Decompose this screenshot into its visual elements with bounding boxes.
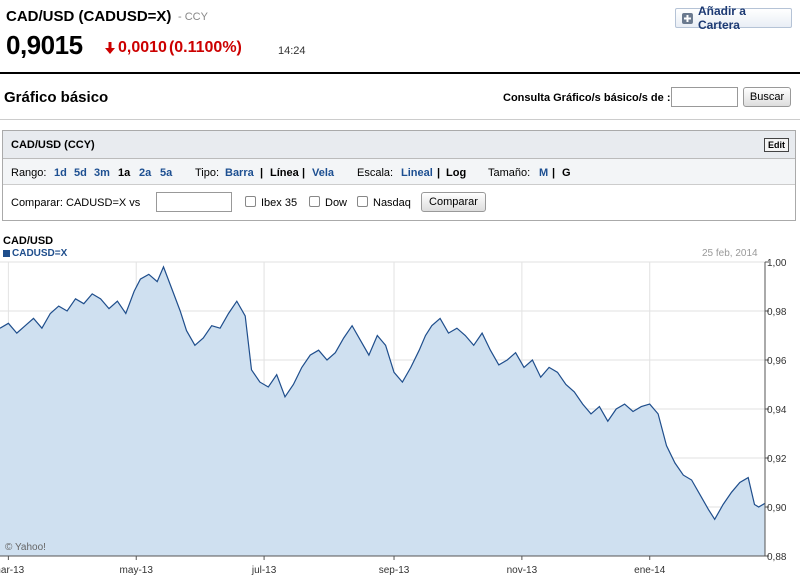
square-icon [3, 250, 10, 257]
x-tick-label: may-13 [120, 565, 154, 576]
add-to-portfolio-label: Añadir a Cartera [697, 4, 746, 32]
size-label: Tamaño: [488, 167, 531, 179]
dow-checkbox[interactable] [309, 196, 320, 207]
size-g[interactable]: G [562, 167, 571, 179]
panel-title: CAD/USD (CCY) [11, 139, 95, 151]
type-line[interactable]: Línea [270, 167, 299, 179]
legend-series-name: CADUSD=X [12, 248, 68, 259]
chart-legend: CADUSD=X [3, 248, 67, 259]
series-area [0, 266, 765, 556]
y-tick-label: 0,90 [767, 503, 787, 514]
range-3m[interactable]: 3m [94, 167, 110, 179]
y-tick-label: 1,00 [767, 258, 787, 269]
quote-header: CAD/USD (CADUSD=X) - CCY 0,9015 0,0010 (… [0, 0, 800, 74]
nasdaq-checkbox[interactable] [357, 196, 368, 207]
compare-label: Comparar: CADUSD=X vs [11, 197, 141, 209]
chart-control-panel: CAD/USD (CCY) Edit Rango: 1d 5d 3m 1a 2a… [2, 130, 796, 221]
x-tick-label: mar-13 [0, 565, 25, 576]
scale-label: Escala: [357, 167, 394, 179]
change-percent: (0.1100%) [168, 39, 242, 56]
last-price: 0,9015 [6, 30, 83, 60]
type-label: Tipo: [195, 167, 220, 179]
size-m[interactable]: M [539, 167, 549, 179]
separator: | [437, 167, 441, 179]
x-tick-label: ene-14 [634, 565, 666, 576]
dow-label: Dow [325, 197, 348, 209]
range-5a[interactable]: 5a [160, 167, 173, 179]
ibex-checkbox[interactable] [245, 196, 256, 207]
basic-chart-bar: Gráfico básico Consulta Gráfico/s básico… [0, 76, 800, 120]
scale-log[interactable]: Log [446, 167, 467, 179]
exchange-label: - CCY [178, 11, 208, 23]
search-button[interactable]: Buscar [743, 87, 791, 107]
lookup-label: Consulta Gráfico/s básico/s de : [503, 92, 671, 104]
series-line [0, 265, 766, 521]
chart-date: 25 feb, 2014 [702, 248, 758, 259]
y-tick-label: 0,96 [767, 356, 787, 367]
y-tick-label: 0,88 [767, 552, 787, 563]
range-5d[interactable]: 5d [74, 167, 87, 179]
x-tick-label: nov-13 [507, 565, 538, 576]
scale-linear[interactable]: Lineal [401, 167, 433, 179]
plus-icon [682, 12, 693, 24]
x-tick-label: jul-13 [251, 565, 277, 576]
separator: | [260, 167, 264, 179]
compare-input[interactable] [156, 192, 232, 212]
range-2a[interactable]: 2a [139, 167, 152, 179]
edit-button[interactable]: Edit [764, 138, 789, 152]
range-label: Rango: [11, 167, 47, 179]
down-arrow-icon [105, 42, 115, 54]
compare-button[interactable]: Comparar [421, 192, 486, 212]
symbol-title: CAD/USD (CADUSD=X) [6, 8, 172, 25]
chart-title: CAD/USD [3, 235, 54, 247]
separator: | [302, 167, 306, 179]
options-row: Rango: 1d 5d 3m 1a 2a 5a Tipo: Barra | L… [3, 159, 795, 185]
y-tick-label: 0,92 [767, 454, 787, 465]
section-title: Gráfico básico [4, 89, 109, 106]
panel-header: CAD/USD (CCY) Edit [3, 131, 795, 159]
copyright: © Yahoo! [5, 542, 46, 553]
x-tick-label: sep-13 [379, 565, 410, 576]
price-change: 0,0010 (0.1100%) [104, 39, 242, 57]
y-tick-label: 0,94 [767, 405, 787, 416]
ibex-label: Ibex 35 [261, 197, 298, 209]
range-1a[interactable]: 1a [118, 167, 131, 179]
quote-time: 14:24 [278, 45, 306, 57]
separator: | [552, 167, 556, 179]
type-bar[interactable]: Barra [225, 167, 254, 179]
add-to-portfolio-button[interactable]: Añadir a Cartera [675, 4, 792, 32]
nasdaq-label: Nasdaq [373, 197, 411, 209]
type-candle[interactable]: Vela [312, 167, 335, 179]
compare-row: Comparar: CADUSD=X vs Ibex 35 Dow Nasdaq… [3, 185, 795, 220]
range-1d[interactable]: 1d [54, 167, 67, 179]
y-tick-label: 0,98 [767, 307, 787, 318]
change-value: 0,0010 [118, 39, 167, 56]
lookup-input[interactable] [671, 87, 738, 107]
